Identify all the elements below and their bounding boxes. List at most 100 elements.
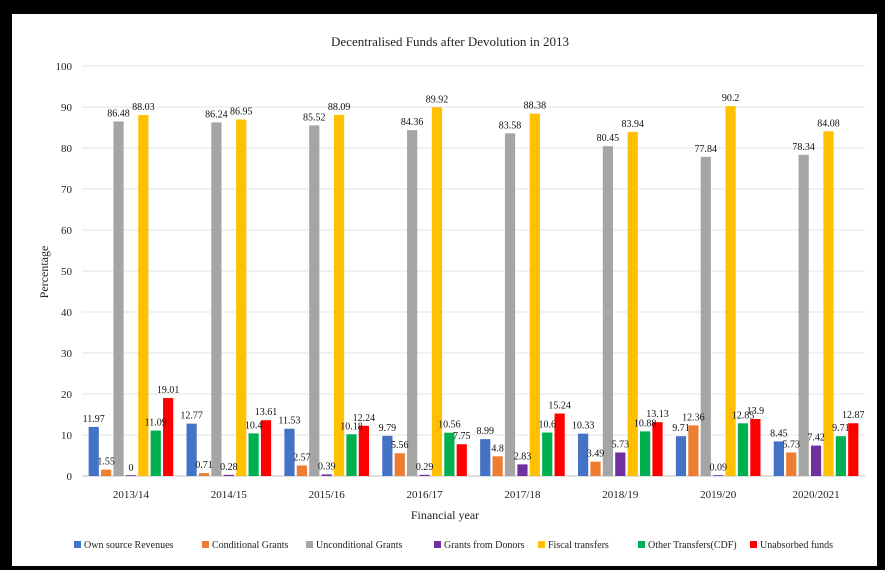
bar bbox=[456, 444, 467, 476]
y-tick-label: 50 bbox=[61, 266, 73, 278]
data-label: 0.71 bbox=[195, 460, 213, 471]
bar bbox=[163, 398, 174, 476]
bar bbox=[407, 130, 418, 476]
data-label: 10.4 bbox=[245, 420, 263, 431]
bar bbox=[296, 465, 307, 476]
data-label: 9.71 bbox=[832, 423, 850, 434]
bar bbox=[810, 445, 822, 476]
bar bbox=[480, 439, 491, 476]
legend: Own source Revenues Conditional Grants Unc… bbox=[74, 540, 833, 551]
bar bbox=[615, 452, 626, 476]
bar bbox=[394, 453, 405, 476]
data-label: 11.53 bbox=[278, 416, 300, 427]
bar bbox=[333, 114, 345, 477]
data-label: 13.13 bbox=[646, 409, 669, 420]
data-label: 9.71 bbox=[672, 423, 690, 434]
data-label: 4.8 bbox=[491, 443, 504, 454]
data-label: 5.56 bbox=[391, 440, 409, 451]
data-label: 83.58 bbox=[499, 120, 522, 131]
bar bbox=[321, 474, 332, 476]
bar bbox=[750, 419, 761, 476]
bar bbox=[554, 413, 565, 476]
x-tick-label: 2014/15 bbox=[211, 489, 248, 501]
bar bbox=[640, 431, 651, 476]
bar bbox=[517, 464, 528, 476]
data-label: 0.09 bbox=[709, 463, 727, 474]
bars bbox=[88, 106, 859, 477]
data-label: 11.09 bbox=[145, 418, 167, 429]
y-tick-label: 30 bbox=[61, 348, 73, 360]
bar bbox=[284, 428, 295, 476]
bar bbox=[529, 113, 540, 476]
y-tick-label: 60 bbox=[61, 225, 73, 237]
data-label: 86.24 bbox=[205, 109, 228, 120]
bar bbox=[186, 423, 197, 476]
data-label: 3.49 bbox=[587, 449, 605, 460]
data-label: 80.45 bbox=[597, 133, 620, 144]
bar bbox=[382, 435, 393, 476]
bar bbox=[101, 469, 112, 476]
legend-swatch bbox=[434, 541, 441, 548]
y-tick-label: 10 bbox=[61, 430, 73, 442]
bar bbox=[150, 430, 161, 476]
data-label: 83.94 bbox=[621, 119, 644, 130]
data-label: 12.77 bbox=[180, 411, 203, 422]
data-labels: 11.97 1.55 86.48 0 88.03 11.09 19.01 12.77 0.71 8… bbox=[83, 93, 865, 474]
data-label: 77.84 bbox=[695, 144, 718, 155]
data-label: 5.73 bbox=[783, 440, 801, 451]
bar bbox=[725, 106, 736, 477]
data-label: 0.29 bbox=[416, 462, 434, 473]
bar bbox=[248, 433, 259, 476]
data-label: 86.48 bbox=[107, 108, 130, 119]
bar bbox=[848, 423, 859, 476]
y-tick-label: 40 bbox=[61, 307, 73, 319]
x-tick-label: 2020/2021 bbox=[793, 489, 840, 501]
data-label: 12.36 bbox=[682, 412, 705, 423]
bar bbox=[627, 131, 638, 476]
data-label: 15.24 bbox=[548, 401, 571, 412]
x-axis-ticks: 2013/14 2014/15 2015/16 2016/17 2017/18 2018/… bbox=[113, 489, 840, 501]
bar bbox=[578, 433, 589, 476]
y-tick-label: 90 bbox=[61, 102, 73, 114]
bar bbox=[786, 452, 797, 476]
bar bbox=[542, 432, 553, 476]
data-label: 85.52 bbox=[303, 112, 326, 123]
bar bbox=[590, 461, 601, 476]
y-tick-label: 80 bbox=[61, 143, 73, 155]
legend-swatch bbox=[638, 541, 645, 548]
bar bbox=[773, 441, 784, 476]
data-label: 0 bbox=[128, 463, 133, 474]
legend-swatch bbox=[750, 541, 757, 548]
data-label: 8.99 bbox=[476, 426, 494, 437]
bar bbox=[236, 119, 247, 476]
legend-label: Unabsorbed funds bbox=[760, 540, 833, 551]
bar bbox=[113, 121, 124, 476]
bar bbox=[88, 426, 99, 476]
data-label: 88.03 bbox=[132, 102, 155, 113]
data-label: 7.75 bbox=[453, 431, 471, 442]
y-axis-title: Percentage bbox=[37, 246, 51, 299]
data-label: 78.34 bbox=[792, 142, 815, 153]
bar bbox=[125, 475, 137, 476]
data-label: 8.45 bbox=[770, 428, 788, 439]
bar bbox=[138, 115, 149, 477]
data-label: 86.95 bbox=[230, 107, 253, 118]
data-label: 1.55 bbox=[97, 457, 115, 468]
bar bbox=[431, 107, 443, 476]
bar bbox=[419, 474, 430, 476]
bar bbox=[700, 156, 711, 476]
data-label: 0.28 bbox=[220, 462, 238, 473]
chart-title: Decentralised Funds after Devolution in … bbox=[331, 34, 569, 49]
data-label: 10.33 bbox=[572, 421, 595, 432]
y-tick-label: 20 bbox=[61, 389, 73, 401]
data-label: 88.38 bbox=[524, 101, 547, 112]
y-tick-label: 100 bbox=[56, 61, 73, 73]
data-label: 88.09 bbox=[328, 102, 351, 113]
data-label: 5.73 bbox=[612, 440, 630, 451]
y-axis-ticks: 0 10 20 30 40 50 60 70 80 90 100 bbox=[56, 61, 73, 483]
bar bbox=[602, 146, 614, 476]
data-label: 84.36 bbox=[401, 117, 424, 128]
x-tick-label: 2013/14 bbox=[113, 489, 150, 501]
data-label: 10.56 bbox=[438, 420, 461, 431]
data-label: 2.57 bbox=[293, 452, 311, 463]
